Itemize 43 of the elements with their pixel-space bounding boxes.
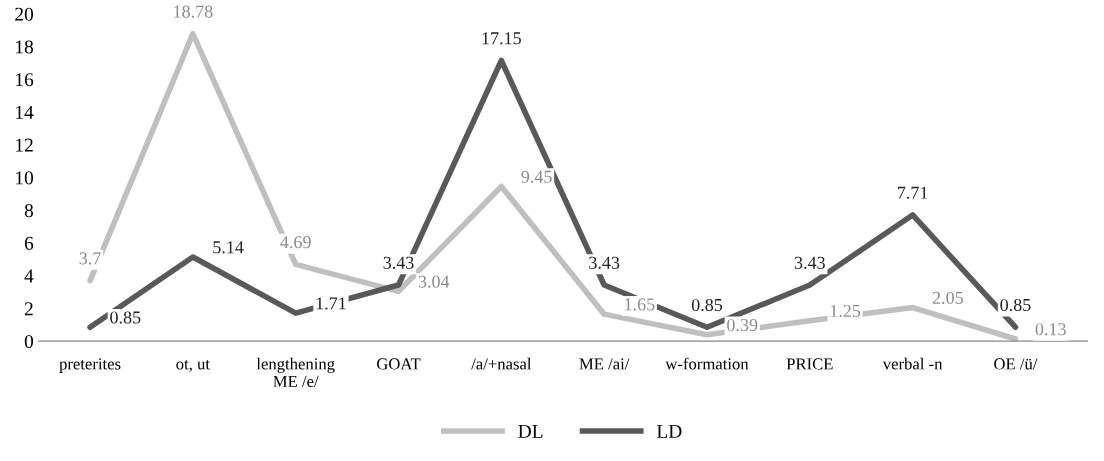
data-label: 3.43 <box>383 256 414 269</box>
legend-label: LD <box>656 424 682 438</box>
x-tick-label: ME /ai/ <box>579 358 630 370</box>
x-tick-label: verbal -n <box>882 357 943 370</box>
x-tick-label: GOAT <box>376 358 421 370</box>
data-label: 3.7 <box>79 252 101 265</box>
data-label: 0.85 <box>691 298 723 312</box>
y-tick-label: 12 <box>16 138 33 152</box>
data-label: 1.65 <box>625 298 655 311</box>
x-tick-label: /a/+nasal <box>471 357 532 370</box>
y-tick-label: 16 <box>16 73 34 87</box>
y-tick-label: 2 <box>24 302 33 316</box>
legend-label: DL <box>518 424 543 438</box>
data-label: 0.39 <box>727 318 758 332</box>
y-tick-label: 6 <box>24 236 34 250</box>
data-label: 18.78 <box>174 5 213 18</box>
data-label: 5.14 <box>213 241 244 254</box>
data-label: 1.25 <box>830 304 861 318</box>
y-tick-label: 4 <box>24 269 34 283</box>
data-label: 1.71 <box>316 297 346 310</box>
y-tick-label: 10 <box>16 171 34 185</box>
y-tick-label: 14 <box>16 105 34 119</box>
y-tick-label: 20 <box>15 7 34 21</box>
y-tick-label: 18 <box>16 40 34 54</box>
data-label: 0.85 <box>1000 298 1031 312</box>
y-tick-label: 0 <box>24 334 34 349</box>
data-label: 3.43 <box>794 256 825 269</box>
x-tick-label: lengthening ME /e/ <box>256 357 335 388</box>
x-tick-label: w-formation <box>665 357 749 370</box>
data-label: 17.15 <box>482 32 521 45</box>
x-tick-label: OE /ü/ <box>994 358 1038 370</box>
data-label: 4.69 <box>280 236 311 249</box>
data-label: 0.85 <box>110 311 141 324</box>
data-label: 2.05 <box>932 291 963 304</box>
x-tick-label: preterites <box>59 358 121 373</box>
x-tick-label: PRICE <box>786 358 833 370</box>
data-label: 3.43 <box>589 256 620 269</box>
data-label: 0.13 <box>1035 323 1066 336</box>
x-tick-label: ot, ut <box>176 359 210 372</box>
y-tick-label: 8 <box>24 204 34 218</box>
data-label: 7.71 <box>898 186 928 199</box>
data-label: 9.45 <box>521 170 552 183</box>
data-label: 3.04 <box>418 275 450 288</box>
